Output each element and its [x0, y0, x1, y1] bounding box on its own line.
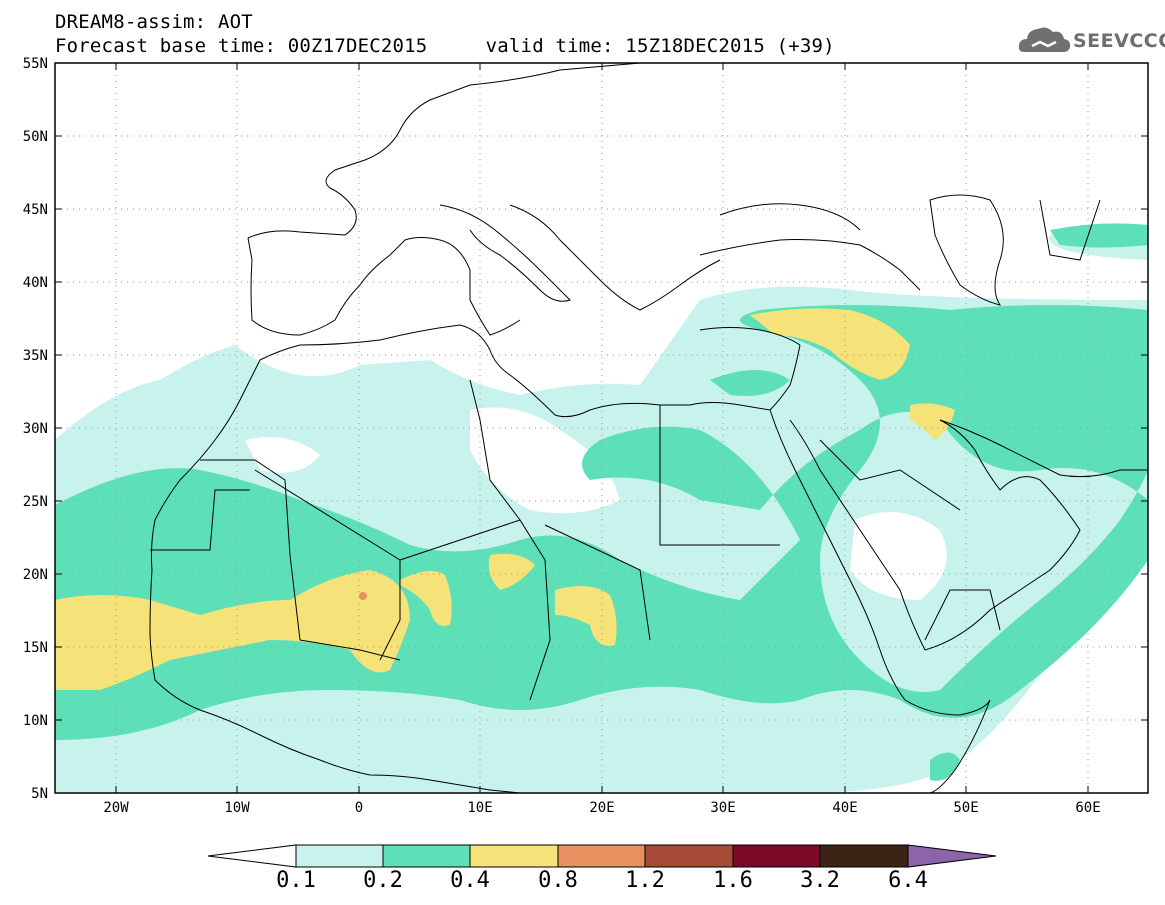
lon-label: 40E	[832, 800, 857, 816]
lat-label: 40N	[23, 275, 48, 291]
lat-label: 10N	[23, 713, 48, 729]
colorbar-label: 0.1	[276, 868, 316, 893]
lon-label: 50E	[953, 800, 978, 816]
lon-label: 20W	[103, 800, 129, 816]
lon-label: 10E	[467, 800, 492, 816]
colorbar-segment	[644, 844, 734, 868]
logo-text: SEEVCCC	[1073, 30, 1165, 52]
aot-level-0.4	[55, 570, 410, 690]
cloud-logo-icon	[1018, 27, 1071, 52]
colorbar	[207, 844, 997, 868]
forecast-times: Forecast base time: 00Z17DEC2015 valid t…	[55, 35, 835, 57]
colorbar-segment	[557, 844, 646, 868]
lat-label: 15N	[23, 640, 48, 656]
colorbar-segment	[732, 844, 821, 868]
colorbar-segment	[382, 844, 471, 868]
lat-label: 55N	[23, 56, 48, 72]
lat-labels: 55N 50N 45N 40N 35N 30N 25N 20N 15N 10N …	[23, 56, 48, 802]
colorbar-label: 0.2	[363, 868, 403, 893]
seevccc-logo: SEEVCCC	[1018, 22, 1165, 58]
axis-ticks	[55, 62, 1148, 793]
lon-labels: 20W 10W 0 10E 20E 30E 40E 50E 60E	[103, 800, 1100, 816]
lat-label: 50N	[23, 129, 48, 145]
colorbar-label: 3.2	[800, 868, 840, 893]
lat-label: 20N	[23, 567, 48, 583]
colorbar-segment	[819, 844, 909, 868]
lat-label: 25N	[23, 494, 48, 510]
lon-label: 30E	[710, 800, 735, 816]
lat-label: 30N	[23, 421, 48, 437]
colorbar-high-arrow	[907, 844, 997, 868]
colorbar-label: 1.2	[625, 868, 665, 893]
lat-label: 35N	[23, 348, 48, 364]
map-title: DREAM8-assim: AOT	[55, 11, 253, 33]
colorbar-label: 6.4	[888, 868, 928, 893]
colorbar-segment	[469, 844, 559, 868]
colorbar-low-arrow	[207, 844, 297, 868]
lat-label: 5N	[31, 786, 48, 802]
coastlines	[149, 63, 1148, 793]
lon-label: 0	[355, 800, 363, 816]
lat-label: 45N	[23, 202, 48, 218]
lon-label: 60E	[1075, 800, 1100, 816]
lon-label: 20E	[589, 800, 614, 816]
lon-label: 10W	[224, 800, 250, 816]
aot-field	[55, 223, 1148, 793]
colorbar-label: 1.6	[713, 868, 753, 893]
colorbar-segment	[295, 844, 384, 868]
colorbar-label: 0.4	[450, 868, 490, 893]
colorbar-label: 0.8	[538, 868, 578, 893]
